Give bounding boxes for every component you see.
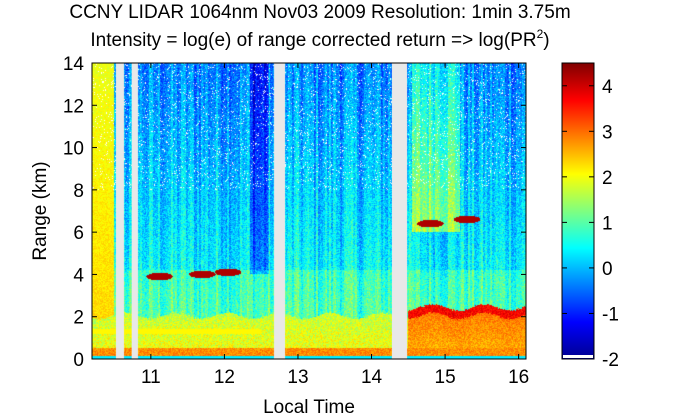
heatmap-plot-area — [92, 63, 526, 359]
colorbar-tick-label: -1 — [602, 304, 619, 325]
data-gap — [392, 63, 407, 359]
subtitle-superscript: 2 — [536, 27, 544, 41]
colorbar-tick-label: 4 — [602, 77, 613, 98]
colorbar-tick-label: 3 — [602, 122, 613, 143]
subtitle-suffix: ) — [543, 30, 550, 51]
y-tick-label: 4 — [73, 265, 84, 286]
y-axis-label: Range (km) — [30, 161, 51, 260]
x-tick-label: 12 — [214, 367, 235, 388]
data-gap — [131, 63, 138, 359]
y-tick-label: 2 — [73, 308, 84, 329]
colorbar-tick-label: 1 — [602, 213, 613, 234]
subtitle-prefix: Intensity = log(e) of range corrected re… — [90, 30, 537, 51]
colorbar-low-cap — [563, 355, 593, 358]
plot-frame — [91, 62, 527, 360]
y-tick-label: 6 — [73, 223, 84, 244]
colorbar-tick-label: 2 — [602, 168, 613, 189]
y-tick-label: 10 — [63, 139, 84, 160]
colorbar: -2 -1 0 1 2 3 4 — [561, 62, 619, 371]
x-tick-label: 13 — [287, 367, 308, 388]
colorbar-tick-label: -2 — [602, 350, 619, 371]
x-tick-label: 16 — [508, 367, 529, 388]
data-gap — [274, 63, 285, 359]
data-gap — [116, 63, 124, 359]
x-tick-label: 11 — [141, 367, 161, 388]
x-axis-label: Local Time — [263, 397, 355, 418]
y-tick-label: 8 — [73, 181, 84, 202]
colorbar-gradient — [561, 62, 595, 360]
chart-title: CCNY LIDAR 1064nm Nov03 2009 Resolution:… — [69, 2, 571, 23]
y-tick-label: 14 — [63, 54, 85, 75]
heatmap-axes: 11 12 13 14 15 16 0 2 4 6 8 10 12 14 Local Time Range (… — [30, 54, 529, 418]
x-tick-label: 15 — [435, 367, 456, 388]
y-tick-label: 0 — [73, 350, 84, 371]
colorbar-tick-label: 0 — [602, 259, 613, 280]
x-tick-label: 14 — [361, 367, 383, 388]
chart-subtitle: Intensity = log(e) of range corrected re… — [0, 27, 670, 52]
heatmap-image — [92, 63, 526, 359]
y-tick-label: 12 — [63, 96, 84, 117]
